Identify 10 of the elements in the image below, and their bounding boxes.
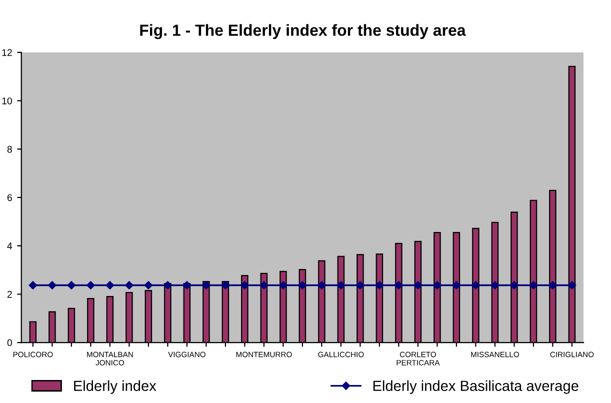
legend-label: Elderly index [74, 380, 156, 394]
y-tick-label: 12 [2, 49, 12, 56]
y-tick-label: 2 [7, 290, 12, 298]
chart-title: Fig. 1 - The Elderly index for the study area [140, 24, 466, 40]
y-tick-label: 8 [7, 146, 12, 153]
legend-label: Elderly index Basilicata average [373, 380, 578, 394]
y-tick-label: 4 [7, 242, 12, 250]
y-tick-label: 10 [2, 97, 12, 104]
y-tick-label: 6 [7, 194, 12, 202]
y-tick-label: 0 [7, 339, 12, 346]
